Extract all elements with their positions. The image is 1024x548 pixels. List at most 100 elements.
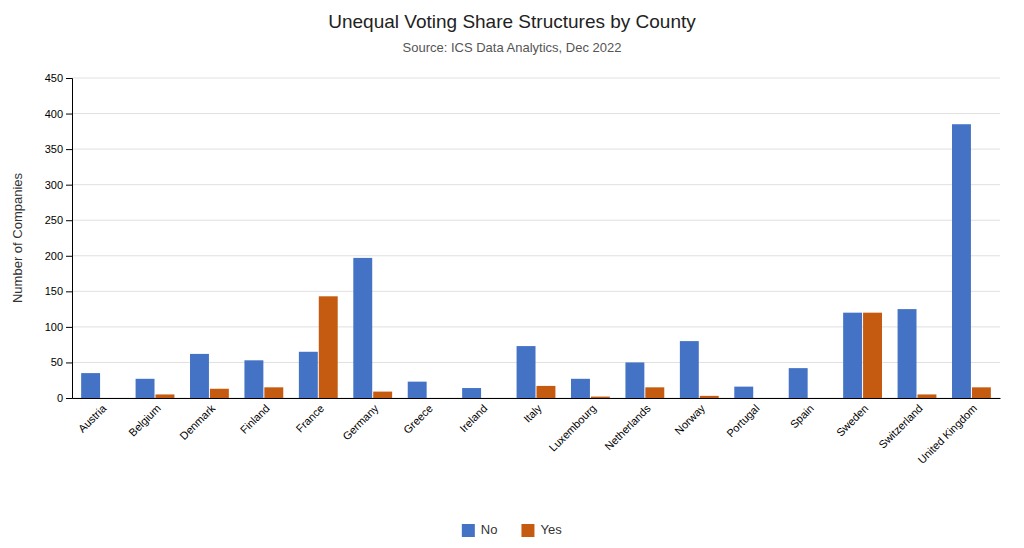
x-tick: Austria [76,401,109,434]
x-tick: France [293,402,326,435]
bar [809,398,828,399]
bar [353,258,372,398]
bar [789,368,808,398]
y-tick-label: 50 [51,356,63,368]
y-tick-label: 250 [45,214,63,226]
bar [972,387,991,398]
bar [210,389,229,398]
x-tick-label: Belgium [126,402,163,439]
x-tick: Denmark [177,402,217,442]
x-tick: Italy [521,402,544,425]
x-tick: Greece [401,402,435,436]
bar [408,382,427,398]
x-tick-label: Luxembourg [547,402,599,454]
y-tick-mark [66,398,72,399]
y-tick-mark [66,114,72,115]
bar [244,360,263,398]
grid-line [72,184,1000,185]
x-tick-label: Norway [672,402,707,437]
x-tick: Switzerland [876,402,925,451]
legend-swatch [462,524,475,537]
bar-series [81,124,971,398]
bar [428,398,447,399]
title: Unequal Voting Share Structures by Count… [328,11,696,32]
grid [72,78,1000,398]
bar [734,387,753,398]
y-tick: 150 [45,285,72,297]
bar [754,398,773,399]
y-tick-mark [66,256,72,257]
y-tick-mark [66,220,72,221]
bar [571,379,590,398]
legend-label: Yes [540,522,562,537]
bar [462,388,481,398]
y-axis: 0 50 100 150 200 250 300 350 400 450 [45,72,73,404]
y-tick: 400 [45,108,72,120]
bar [700,396,719,398]
y-tick: 0 [57,392,72,404]
x-tick-label: Greece [401,402,435,436]
x-tick: Netherlands [602,402,653,453]
y-tick: 450 [45,72,72,84]
y-tick-label: 200 [45,250,63,262]
x-tick-label: Spain [788,402,816,430]
y-tick: 100 [45,321,72,333]
x-tick: Finland [238,402,272,436]
bar [264,387,283,398]
bar [843,313,862,398]
bar [81,373,100,398]
x-tick-label: United Kingdom [915,402,979,466]
y-tick: 200 [45,250,72,262]
bar [190,354,209,398]
legend: No Yes [462,522,562,537]
y-tick-label: 450 [45,72,63,84]
x-tick-label: Finland [238,402,272,436]
x-tick: Belgium [126,402,163,439]
y-tick: 300 [45,179,72,191]
y-tick-label: 0 [57,392,63,404]
y-tick-label: 150 [45,285,63,297]
bar [645,387,664,398]
bar [625,362,644,398]
x-axis-line [73,398,1001,399]
bar [898,309,917,398]
y-tick: 50 [51,356,72,368]
legend-swatch [521,524,534,537]
chart: Unequal Voting Share Structures by Count… [0,0,1024,548]
x-tick-label: Austria [76,401,109,434]
x-tick: Sweden [834,402,871,439]
x-tick: Germany [340,402,381,443]
legend-item: Yes [521,522,562,537]
x-tick-label: Sweden [834,402,871,439]
bar [536,386,555,398]
x-tick-label: Denmark [177,402,217,442]
grid-line [72,220,1000,221]
bar [319,296,338,398]
grid-line [72,78,1000,79]
plot: 0 50 100 150 200 250 300 350 400 450 Austria Belgiu… [45,72,1001,466]
legend-label: No [481,522,498,537]
x-tick-label: Italy [521,402,544,425]
bar [917,394,936,398]
x-tick-label: Netherlands [602,402,653,453]
x-tick: Ireland [457,402,489,434]
bar-series [156,296,991,398]
bar [101,398,120,399]
y-tick: 350 [45,143,72,155]
bar [680,341,699,398]
bar [482,398,501,399]
bar [863,313,882,398]
y-tick-mark [66,362,72,363]
y-tick: 250 [45,214,72,226]
y-tick-mark [66,327,72,328]
x-tick: Spain [788,402,816,430]
y-tick-label: 400 [45,108,63,120]
y-tick-label: 350 [45,143,63,155]
x-tick-label: Switzerland [876,402,925,451]
bar [299,352,318,398]
grid-line [72,291,1000,292]
bar [136,379,155,398]
legend-item: No [462,522,498,537]
bar [373,392,392,398]
grid-line [72,149,1000,150]
